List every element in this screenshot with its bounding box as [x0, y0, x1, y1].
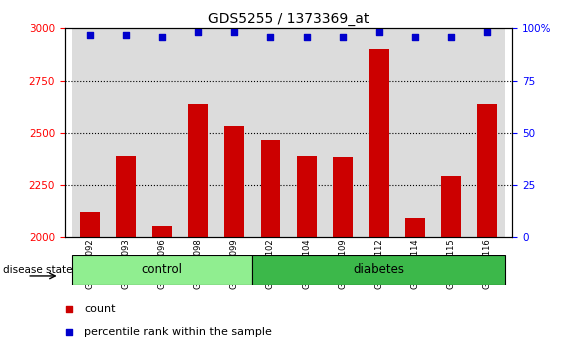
Text: diabetes: diabetes: [353, 263, 404, 276]
Bar: [433, 28, 469, 237]
Bar: [361, 28, 397, 237]
Bar: [297, 156, 316, 237]
Text: disease state: disease state: [3, 265, 72, 275]
Point: [302, 34, 311, 40]
Bar: [369, 49, 388, 237]
Text: control: control: [142, 263, 183, 276]
Bar: [405, 218, 425, 237]
Bar: [72, 28, 108, 237]
Point: [266, 34, 275, 40]
Bar: [477, 103, 497, 237]
Bar: [189, 103, 208, 237]
Text: percentile rank within the sample: percentile rank within the sample: [84, 327, 272, 337]
Point: [410, 34, 419, 40]
Point: [194, 30, 203, 35]
Point: [122, 32, 131, 38]
Bar: [333, 157, 352, 237]
Bar: [80, 212, 100, 237]
Point: [482, 30, 491, 35]
Point: [64, 329, 73, 335]
Bar: [108, 28, 144, 237]
Point: [158, 34, 167, 40]
Bar: [469, 28, 505, 237]
Bar: [116, 156, 136, 237]
Point: [230, 30, 239, 35]
Point: [338, 34, 347, 40]
Bar: [72, 255, 252, 285]
Bar: [225, 126, 244, 237]
Point: [86, 32, 95, 38]
Point: [64, 306, 73, 312]
Bar: [180, 28, 216, 237]
Bar: [289, 28, 325, 237]
Title: GDS5255 / 1373369_at: GDS5255 / 1373369_at: [208, 12, 369, 26]
Bar: [397, 28, 433, 237]
Text: count: count: [84, 304, 116, 314]
Point: [374, 30, 383, 35]
Bar: [325, 28, 361, 237]
Point: [446, 34, 455, 40]
Bar: [261, 140, 280, 237]
Bar: [152, 226, 172, 237]
Bar: [216, 28, 252, 237]
Bar: [252, 255, 505, 285]
Bar: [144, 28, 180, 237]
Bar: [252, 28, 289, 237]
Bar: [441, 176, 461, 237]
